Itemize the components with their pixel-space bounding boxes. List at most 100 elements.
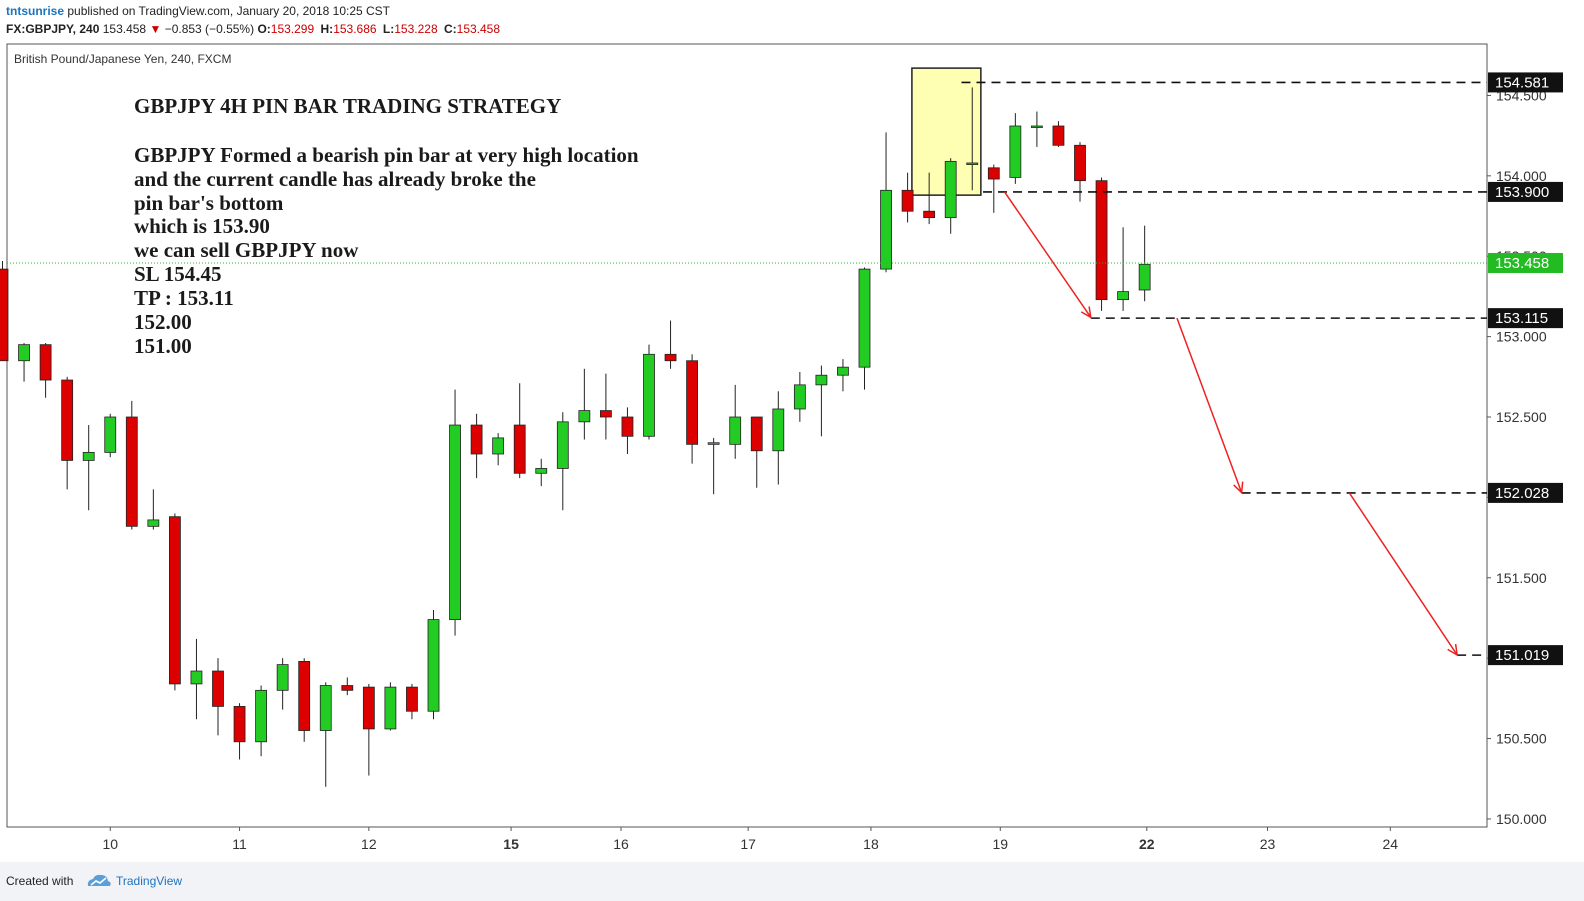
- candle[interactable]: [1031, 111, 1043, 147]
- candle[interactable]: [556, 412, 569, 511]
- publish-text: published on TradingView.com, January 20…: [67, 4, 391, 18]
- candle-body: [772, 408, 785, 452]
- candle[interactable]: [449, 389, 461, 636]
- candle[interactable]: [944, 158, 957, 234]
- candle[interactable]: [513, 383, 526, 479]
- candle-body: [880, 189, 892, 270]
- candle[interactable]: [1095, 177, 1108, 311]
- candle[interactable]: [858, 267, 871, 390]
- candle[interactable]: [61, 376, 74, 490]
- candle[interactable]: [750, 416, 763, 488]
- candle[interactable]: [901, 172, 914, 223]
- candle[interactable]: [707, 437, 720, 495]
- candle[interactable]: [233, 703, 246, 760]
- candle[interactable]: [600, 373, 612, 440]
- level-price-label: 151.019: [1488, 645, 1563, 666]
- candle-body: [793, 384, 806, 410]
- candle-body: [729, 416, 742, 445]
- x-tick-label: 24: [1383, 836, 1399, 852]
- candle[interactable]: [298, 658, 311, 742]
- price-label-bg: [1488, 181, 1563, 202]
- candle[interactable]: [190, 638, 203, 720]
- candle[interactable]: [168, 513, 181, 691]
- candle-body: [212, 670, 224, 707]
- symbol-label[interactable]: FX:GBPJPY, 240: [6, 22, 100, 36]
- candle[interactable]: [104, 413, 117, 458]
- candle[interactable]: [664, 320, 677, 369]
- candle[interactable]: [319, 682, 332, 787]
- candle[interactable]: [82, 425, 95, 511]
- x-tick-label: 10: [102, 836, 118, 852]
- price-label-bg: [1488, 252, 1563, 273]
- candle[interactable]: [0, 261, 9, 362]
- candle-body: [427, 619, 440, 712]
- y-tick-label: 152.500: [1496, 409, 1547, 425]
- last-price: 153.458: [102, 22, 147, 36]
- candle-body: [686, 360, 698, 445]
- candle[interactable]: [923, 172, 936, 225]
- candle[interactable]: [384, 682, 397, 731]
- candle[interactable]: [686, 354, 698, 464]
- candle[interactable]: [125, 400, 138, 530]
- candle[interactable]: [212, 658, 224, 736]
- candle-body: [535, 468, 548, 474]
- candle-body: [707, 442, 720, 445]
- candle-body: [384, 686, 397, 730]
- candle-body: [1031, 125, 1043, 128]
- candle[interactable]: [1052, 121, 1065, 147]
- candle[interactable]: [147, 489, 160, 530]
- candle[interactable]: [406, 683, 418, 720]
- candle[interactable]: [427, 609, 440, 720]
- candle[interactable]: [276, 658, 289, 710]
- candle-body: [837, 366, 849, 376]
- candle-body: [1095, 180, 1108, 301]
- annotation-line: pin bar's bottom: [134, 191, 284, 215]
- annotation-line: TP : 153.11: [134, 286, 234, 310]
- candle-body: [0, 268, 9, 362]
- candle[interactable]: [966, 87, 979, 191]
- open-label: O:: [257, 22, 271, 36]
- candle[interactable]: [18, 343, 30, 382]
- candle[interactable]: [793, 371, 806, 422]
- candle[interactable]: [1117, 227, 1129, 311]
- author-link[interactable]: tntsunrise: [6, 4, 65, 18]
- candle-body: [600, 410, 612, 418]
- candle[interactable]: [362, 683, 375, 776]
- low-value: 153.228: [394, 22, 438, 36]
- candle[interactable]: [729, 384, 742, 459]
- plot-area[interactable]: [6, 43, 1488, 828]
- candle-body: [621, 416, 634, 437]
- candle[interactable]: [880, 132, 892, 273]
- target-arrow[interactable]: [1348, 492, 1459, 657]
- x-tick-label: 17: [740, 836, 756, 852]
- price-label-bg: [1488, 308, 1563, 329]
- x-tick-label: 12: [361, 836, 377, 852]
- x-tick-label: 22: [1139, 836, 1155, 852]
- candle[interactable]: [578, 368, 591, 440]
- target-arrow[interactable]: [1176, 317, 1244, 495]
- candle[interactable]: [255, 685, 268, 757]
- candle[interactable]: [772, 391, 785, 485]
- publish-info: tntsunrise published on TradingView.com,…: [6, 4, 390, 18]
- created-with-text: Created with: [6, 874, 74, 888]
- candle[interactable]: [837, 359, 849, 392]
- candle[interactable]: [643, 344, 655, 440]
- candle[interactable]: [470, 413, 483, 479]
- annotation-line: GBPJPY Formed a bearish pin bar at very …: [134, 143, 639, 167]
- candle[interactable]: [492, 433, 505, 466]
- candle[interactable]: [815, 365, 828, 437]
- arrow-head: [1447, 643, 1459, 657]
- candle[interactable]: [39, 343, 52, 398]
- x-tick-label: 16: [613, 836, 629, 852]
- annotation-line: which is 153.90: [134, 214, 270, 238]
- candle[interactable]: [987, 164, 1000, 213]
- tradingview-link[interactable]: TradingView: [116, 874, 183, 888]
- candle[interactable]: [535, 458, 548, 487]
- candle[interactable]: [341, 677, 354, 696]
- level-price-label: 152.028: [1488, 482, 1563, 503]
- candle[interactable]: [621, 407, 634, 454]
- candle[interactable]: [1009, 113, 1022, 184]
- instrument-label: British Pound/Japanese Yen, 240, FXCM: [14, 52, 232, 66]
- target-arrow[interactable]: [1003, 191, 1092, 319]
